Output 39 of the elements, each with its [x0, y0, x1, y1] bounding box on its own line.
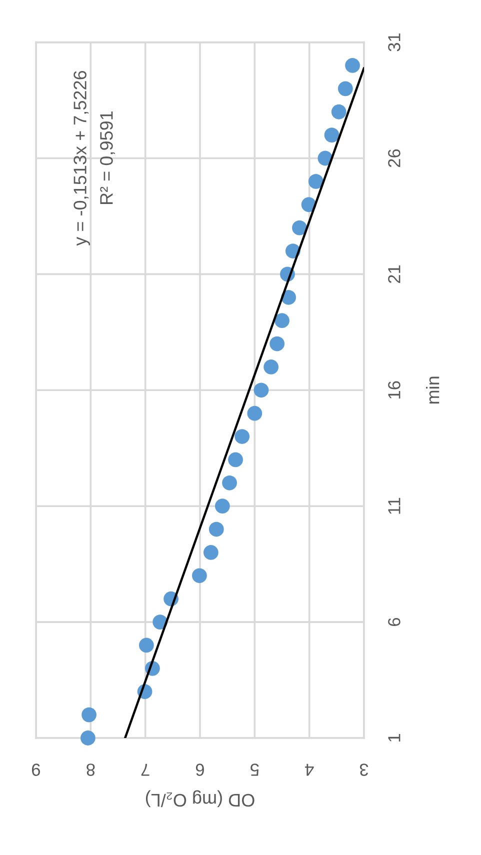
x-tick-label: 6: [196, 764, 204, 776]
point: [208, 522, 224, 537]
point: [138, 638, 154, 653]
point: [345, 58, 360, 73]
y-tick-label: 26: [388, 149, 400, 168]
y-tick-label: 21: [388, 265, 400, 283]
point: [270, 336, 285, 352]
x-axis-title: OD (mg O₂/L): [146, 790, 254, 808]
y-tick-label: 31: [388, 33, 400, 52]
x-tick-label: 4: [305, 764, 314, 776]
x-tick-label: 7: [141, 764, 150, 776]
y-tick-label: 1: [388, 734, 400, 742]
x-tick-label: 8: [86, 764, 95, 776]
point: [228, 452, 243, 468]
y-tick-label: 11: [388, 498, 400, 514]
point: [264, 360, 279, 374]
point: [292, 220, 307, 236]
point: [203, 545, 218, 560]
x-tick-label: 5: [250, 764, 259, 776]
point: [338, 81, 353, 96]
point: [234, 429, 250, 444]
y-tick-label: 6: [388, 618, 400, 626]
point: [192, 568, 207, 584]
point: [222, 475, 237, 490]
annotation: y = -0,1513x + 7,5226: [74, 70, 90, 246]
point: [324, 128, 340, 143]
point: [274, 313, 290, 328]
y-axis-title: min: [426, 376, 440, 404]
point: [308, 174, 324, 189]
point: [82, 707, 96, 722]
x-tick-label: 9: [32, 764, 40, 776]
point: [247, 406, 262, 421]
annotation: R² = 0,9591: [100, 111, 115, 204]
point: [254, 382, 269, 398]
x-tick-label: 3: [360, 764, 368, 776]
point: [331, 104, 346, 120]
point: [214, 498, 230, 514]
y-tick-label: 16: [388, 381, 400, 398]
point: [80, 730, 96, 746]
